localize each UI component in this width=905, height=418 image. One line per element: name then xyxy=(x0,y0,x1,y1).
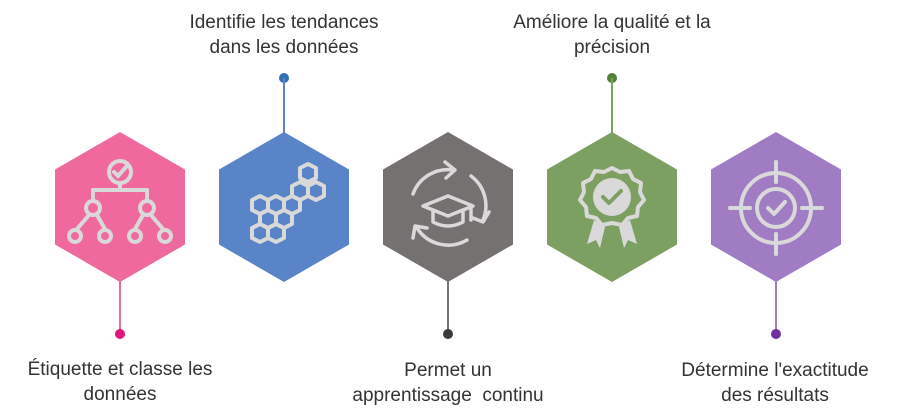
honeycomb-icon xyxy=(250,162,326,244)
label-qualite: Améliore la qualité et la précision xyxy=(513,12,711,58)
hexagon-apprentissage xyxy=(383,132,513,282)
connector-apprentissage xyxy=(443,280,453,339)
connector-tendances xyxy=(279,73,289,134)
hexagon-qualite xyxy=(547,132,677,282)
hexagon-etiquette xyxy=(55,132,185,282)
learning-cycle-icon xyxy=(411,160,491,247)
hierarchy-check-icon xyxy=(67,159,173,244)
label-etiquette: Étiquette et classe les données xyxy=(27,359,213,405)
label-exactitude: Détermine l'exactitude des résultats xyxy=(681,360,869,406)
label-tendances: Identifie les tendances dans les données xyxy=(189,12,379,58)
quality-badge-icon xyxy=(578,166,646,248)
hexagon-exactitude xyxy=(711,132,841,282)
label-apprentissage: Permet un apprentissage continu xyxy=(352,360,544,406)
connector-qualite xyxy=(607,73,617,134)
target-check-icon xyxy=(728,160,824,256)
hexagon-tendances xyxy=(219,132,349,282)
connector-exactitude xyxy=(771,280,781,339)
connector-etiquette xyxy=(115,280,125,339)
